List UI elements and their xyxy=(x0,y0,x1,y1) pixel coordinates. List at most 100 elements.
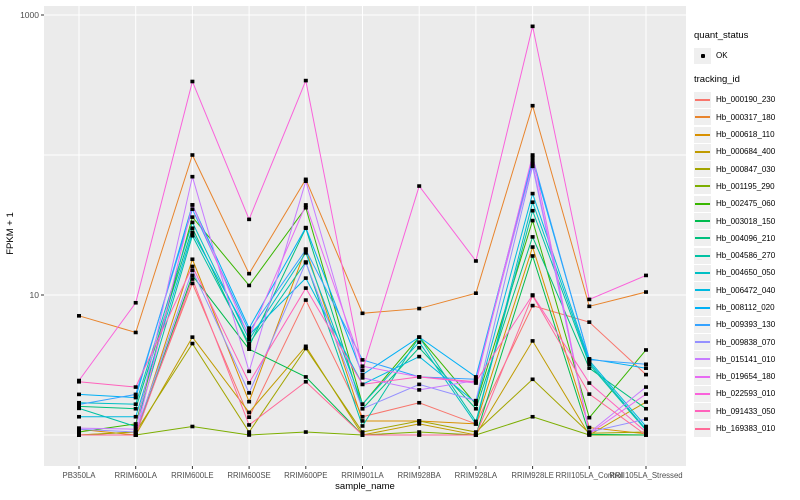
data-point xyxy=(473,291,478,296)
data-point xyxy=(247,283,252,288)
data-point xyxy=(530,161,535,166)
x-tick-label: RRIM928LA xyxy=(455,471,498,480)
data-point xyxy=(190,281,195,286)
data-point xyxy=(473,422,478,426)
data-point xyxy=(190,230,195,235)
data-point xyxy=(77,406,81,411)
data-point xyxy=(530,235,535,239)
legend-item-Hb_019654_180: Hb_019654_180 xyxy=(694,368,798,385)
data-point xyxy=(190,207,195,212)
data-point xyxy=(247,337,252,342)
data-point xyxy=(530,155,535,160)
color-line-key-icon xyxy=(694,143,711,160)
data-point xyxy=(77,379,81,384)
data-point xyxy=(303,260,308,265)
data-point xyxy=(190,174,195,179)
legend-item-label: Hb_000190_230 xyxy=(716,95,776,105)
data-point xyxy=(360,376,365,380)
data-point xyxy=(417,382,422,387)
x-tick-label: RRIM600SE xyxy=(227,471,270,480)
legend-item-label: Hb_022593_010 xyxy=(716,389,776,399)
data-point xyxy=(303,346,308,351)
data-point xyxy=(530,245,535,249)
data-point xyxy=(133,392,138,397)
data-point xyxy=(587,431,592,436)
data-point xyxy=(587,362,592,367)
data-point xyxy=(133,414,138,419)
x-tick-label: RRIM901LA xyxy=(341,471,384,480)
data-point xyxy=(530,103,535,108)
legend-item-label: Hb_006472_040 xyxy=(716,285,776,295)
data-point xyxy=(644,273,648,278)
data-point xyxy=(303,205,308,210)
data-point xyxy=(133,330,138,335)
data-point xyxy=(133,385,138,389)
legend-items: Hb_000190_230 Hb_000317_180 Hb_000618_110 H… xyxy=(694,91,798,437)
color-line-key-icon xyxy=(694,385,711,402)
x-tick-label: RRII105LA_Control xyxy=(555,471,623,480)
data-point xyxy=(133,430,138,434)
data-point xyxy=(133,300,138,305)
y-axis-title: FPKM + 1 xyxy=(4,211,16,255)
data-point xyxy=(247,369,252,374)
data-point xyxy=(360,433,365,437)
legend-item-Hb_001195_290: Hb_001195_290 xyxy=(694,178,798,195)
legend-item-label: Hb_000684_400 xyxy=(716,147,776,157)
data-point xyxy=(360,358,365,362)
x-tick-label: PB350LA xyxy=(63,471,97,480)
data-point xyxy=(644,400,648,404)
data-point xyxy=(190,233,195,238)
data-point xyxy=(190,257,195,262)
data-point xyxy=(190,79,195,84)
data-point xyxy=(190,335,195,339)
data-point xyxy=(360,414,365,419)
data-point xyxy=(190,153,195,157)
data-point xyxy=(417,184,422,188)
data-point xyxy=(360,402,365,406)
black-point-key-icon xyxy=(694,47,711,64)
legend-item-label: Hb_004586_270 xyxy=(716,251,776,261)
data-point xyxy=(190,273,195,278)
data-point xyxy=(247,399,252,404)
data-point xyxy=(77,402,81,407)
legend-item-ok: OK xyxy=(694,47,798,64)
x-tick-label: RRII105LA_Stressed xyxy=(609,471,682,480)
color-line-key-icon xyxy=(694,351,711,368)
legend-item-Hb_000684_400: Hb_000684_400 xyxy=(694,143,798,160)
data-point xyxy=(77,433,81,437)
data-point xyxy=(303,203,308,207)
data-point xyxy=(530,303,535,308)
data-point xyxy=(247,341,252,346)
data-point xyxy=(190,424,195,429)
color-line-key-icon xyxy=(694,230,711,247)
legend-item-label: Hb_001195_290 xyxy=(716,181,775,191)
legend-item-Hb_000317_180: Hb_000317_180 xyxy=(694,109,798,126)
data-point xyxy=(644,372,648,377)
data-point xyxy=(190,220,195,225)
x-tick-label: RRIM928LE xyxy=(511,471,553,480)
color-line-key-icon xyxy=(694,282,711,299)
data-point xyxy=(133,433,138,437)
data-point xyxy=(644,417,648,421)
data-point xyxy=(303,276,308,280)
data-point xyxy=(190,268,195,273)
data-point xyxy=(247,410,252,415)
data-point xyxy=(530,191,535,196)
color-line-key-icon xyxy=(694,264,711,281)
color-line-key-icon xyxy=(694,334,711,351)
y-tick-label: 10 xyxy=(30,290,40,300)
legend-item-label: Hb_009838_070 xyxy=(716,337,776,347)
legend-item-label: Hb_008112_020 xyxy=(716,303,775,312)
color-line-key-icon xyxy=(694,316,711,333)
data-point xyxy=(190,215,195,219)
legend-item-label: Hb_000317_180 xyxy=(716,112,776,122)
data-point xyxy=(587,381,592,385)
data-point xyxy=(473,400,478,405)
data-point xyxy=(587,320,592,324)
data-point xyxy=(587,366,592,371)
legend-item-Hb_169383_010: Hb_169383_010 xyxy=(694,420,798,437)
data-point xyxy=(644,424,648,429)
data-point xyxy=(303,344,308,349)
legend-item-label: Hb_019654_180 xyxy=(716,372,776,382)
